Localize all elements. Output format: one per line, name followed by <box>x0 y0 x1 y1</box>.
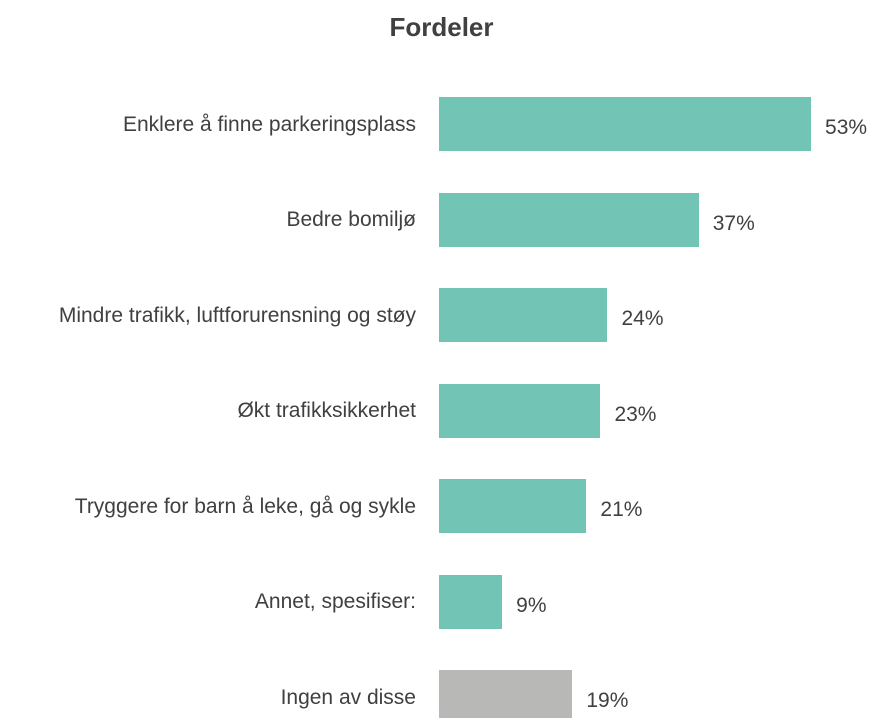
category-label: Ingen av disse <box>280 685 416 709</box>
bar <box>439 288 608 342</box>
bar <box>439 479 587 533</box>
bar <box>439 192 699 247</box>
value-label: 24% <box>621 307 664 330</box>
category-label: Enklere å finne parkeringsplass <box>123 112 416 136</box>
bar <box>439 670 573 718</box>
value-label: 23% <box>614 402 657 426</box>
category-label: Bedre bomiljø <box>286 208 416 231</box>
bar <box>439 383 601 438</box>
category-label: Mindre trafikk, luftforurensning og støy <box>58 303 416 327</box>
value-label: 21% <box>600 498 643 521</box>
value-label: 9% <box>516 593 547 617</box>
category-label: Økt trafikksikkerhet <box>237 399 416 422</box>
value-label: 37% <box>712 211 755 235</box>
chart-title: Fordeler <box>389 12 494 42</box>
bar <box>439 574 503 629</box>
category-label: Annet, spesifiser: <box>254 590 416 613</box>
value-label: 19% <box>586 689 629 712</box>
bar <box>439 97 812 151</box>
value-label: 53% <box>825 116 868 139</box>
category-label: Tryggere for barn å leke, gå og sykle <box>74 494 416 518</box>
